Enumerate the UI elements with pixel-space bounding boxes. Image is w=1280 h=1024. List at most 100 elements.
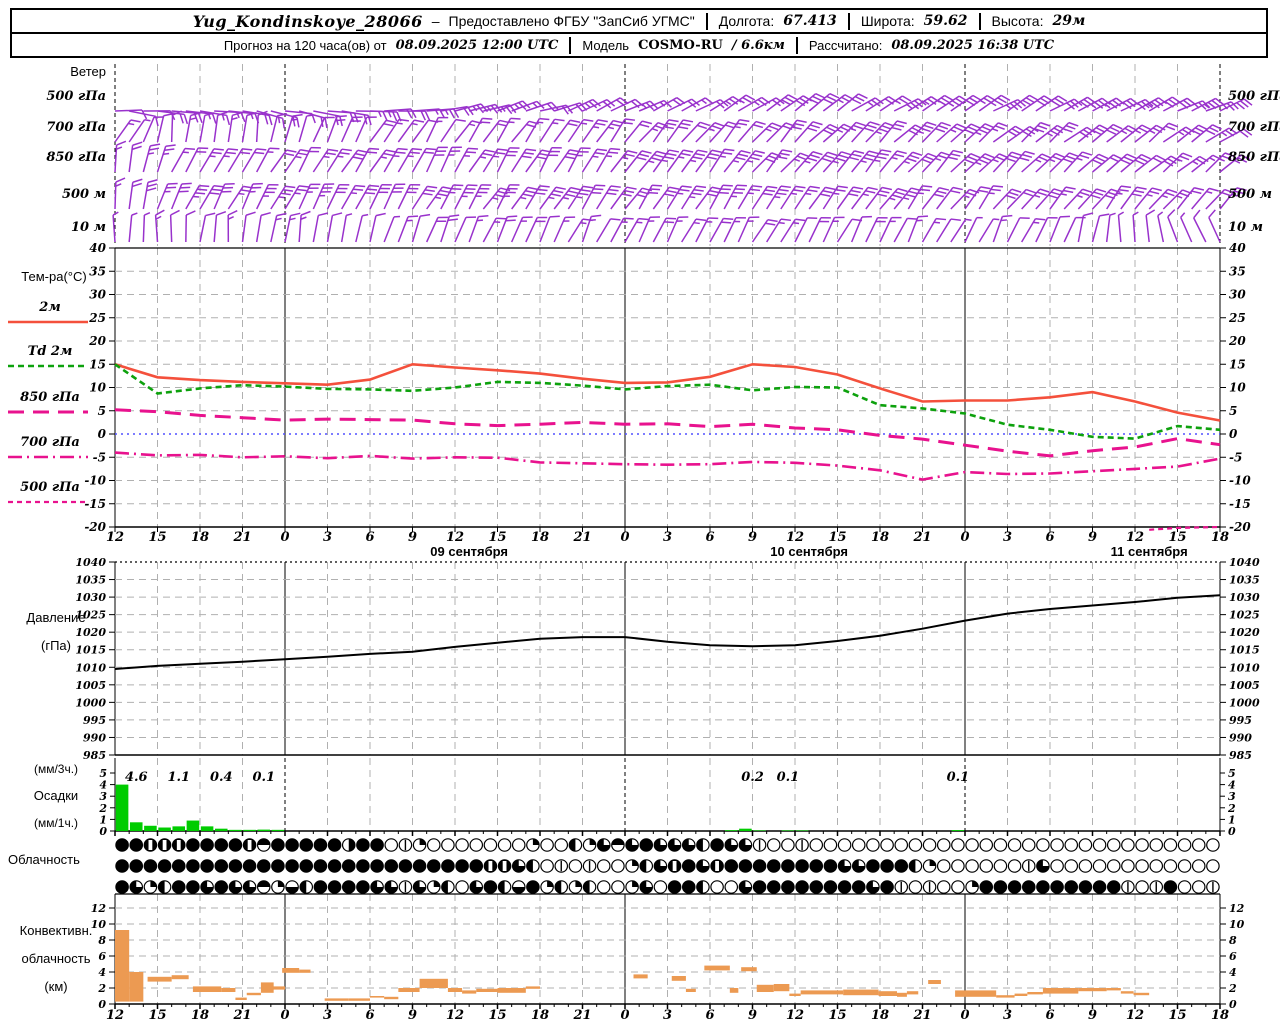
hour-label-bottom: 18 bbox=[191, 1008, 209, 1023]
provider-label: Предоставлено ФГБУ "ЗапСиб УГМС" bbox=[448, 13, 695, 29]
convective-ytick-right: 0 bbox=[1229, 998, 1237, 1011]
precip-panel-title: Осадки bbox=[33, 788, 79, 803]
temp-ytick-left: 20 bbox=[88, 334, 106, 348]
precip-ytick-right: 3 bbox=[1228, 790, 1236, 803]
temp-ytick-left: 35 bbox=[89, 264, 106, 278]
hour-label-mid: 12 bbox=[1126, 530, 1144, 545]
model-name: COSMO-RU bbox=[638, 37, 723, 53]
precip-ytick-right: 4 bbox=[1228, 779, 1236, 792]
temp-ytick-left: 10 bbox=[89, 381, 106, 395]
wind-level-700hpa-left: 700 гПа bbox=[46, 120, 106, 135]
wind-barbs bbox=[112, 92, 1253, 243]
hour-label-bottom: 3 bbox=[1003, 1008, 1012, 1023]
hour-label-mid: 9 bbox=[748, 530, 757, 545]
date-label: 09 сентября bbox=[430, 544, 508, 559]
wind-level-500hpa-right: 500 гПа bbox=[1228, 89, 1280, 104]
pressure-ytick-right: 1015 bbox=[1229, 644, 1260, 657]
pressure-ytick-left: 1005 bbox=[75, 679, 106, 692]
temp-ytick-right: 0 bbox=[1229, 427, 1238, 441]
hour-label-mid: 15 bbox=[148, 530, 166, 545]
wind-level-500m-left: 500 м bbox=[61, 187, 106, 202]
cloud-row-2 bbox=[115, 880, 1220, 894]
hour-label-mid: 0 bbox=[960, 530, 969, 545]
temperature-legend-samples bbox=[8, 320, 88, 504]
hour-label-mid: 0 bbox=[280, 530, 289, 545]
temp-ytick-left: 15 bbox=[89, 357, 106, 371]
precip-ytick-left: 5 bbox=[99, 767, 107, 780]
wind-barb-row-4 bbox=[112, 209, 1221, 243]
hour-label-bottom: 21 bbox=[572, 1008, 591, 1023]
hour-label-mid: 9 bbox=[1088, 530, 1097, 545]
convective-ytick-left: 4 bbox=[98, 966, 106, 979]
cloud-row-1 bbox=[115, 859, 1220, 873]
temp-ytick-right: 20 bbox=[1228, 334, 1246, 348]
legend-850hpa-label: 850 гПа bbox=[20, 390, 80, 405]
date-label: 11 сентября bbox=[1111, 544, 1188, 559]
date-label: 10 сентября bbox=[770, 544, 848, 559]
hour-label-bottom: 12 bbox=[1126, 1008, 1144, 1023]
hour-label-mid: 12 bbox=[106, 530, 124, 545]
hour-label-bottom: 9 bbox=[1088, 1008, 1097, 1023]
legend-t2m-label: 2м bbox=[39, 300, 61, 315]
wind-barb-row-0 bbox=[114, 92, 1253, 129]
wind-level-850hpa-left: 850 гПа bbox=[46, 150, 106, 165]
hour-label-mid: 3 bbox=[663, 530, 672, 545]
pressure-ytick-left: 1000 bbox=[75, 696, 106, 709]
pressure-ytick-left: 995 bbox=[83, 714, 106, 727]
precip-ytick-left: 1 bbox=[99, 813, 107, 826]
time-axis-labels: 12 12 15 15 18 18 21 21 0 0 3 3 6 6 9 9 12 12 15 15 18 18 21 21… bbox=[106, 530, 1229, 1023]
t500-line bbox=[1149, 525, 1221, 531]
pressure-ytick-right: 990 bbox=[1229, 731, 1252, 744]
hour-label-mid: 21 bbox=[572, 530, 591, 545]
dash: – bbox=[431, 13, 440, 29]
model-resolution: / 6.6км bbox=[731, 37, 785, 53]
pressure-ytick-left: 1015 bbox=[75, 644, 106, 657]
temp-ytick-left: 25 bbox=[88, 311, 106, 325]
pressure-ytick-right: 1035 bbox=[1229, 574, 1260, 587]
hour-label-mid: 18 bbox=[871, 530, 889, 545]
t700-line bbox=[114, 451, 1221, 481]
precip-3h-amount: 0.1 bbox=[947, 770, 970, 785]
hour-label-bottom: 3 bbox=[323, 1008, 332, 1023]
temp-ytick-left: 40 bbox=[89, 241, 106, 255]
pressure-panel-units: (гПа) bbox=[41, 638, 71, 653]
hour-label-bottom: 18 bbox=[1211, 1008, 1229, 1023]
legend-700hpa-label: 700 гПа bbox=[20, 435, 80, 450]
temp-ytick-left: -10 bbox=[84, 474, 106, 488]
separator bbox=[978, 12, 981, 30]
pressure-ytick-left: 1020 bbox=[75, 626, 106, 639]
hour-label-mid: 6 bbox=[365, 530, 374, 545]
temp-ytick-right: 10 bbox=[1229, 381, 1246, 395]
precip-3h-amount: 4.6 bbox=[125, 770, 148, 785]
temp-ytick-right: 35 bbox=[1229, 264, 1246, 278]
precip-3h-amount: 1.1 bbox=[167, 770, 190, 785]
hour-label-bottom: 12 bbox=[446, 1008, 464, 1023]
temp-ytick-left: -20 bbox=[84, 520, 106, 534]
run-time: 08.09.2025 12:00 UTC bbox=[395, 37, 559, 53]
convective-ytick-right: 10 bbox=[1229, 918, 1245, 931]
precip-axes: 5 54 43 32 21 10 0 bbox=[98, 767, 1236, 838]
pressure-axes: 1040 1040 1035 1035 1030 1030 1025 1025 1020 1020… bbox=[75, 556, 1260, 762]
pressure-ytick-left: 1030 bbox=[75, 591, 106, 604]
pressure-ytick-right: 985 bbox=[1229, 749, 1252, 762]
hour-label-bottom: 6 bbox=[365, 1008, 374, 1023]
wind-level-10m-right: 10 м bbox=[1228, 220, 1263, 235]
hour-label-mid: 0 bbox=[620, 530, 629, 545]
convective-ytick-left: 10 bbox=[91, 918, 107, 931]
convective-ytick-right: 8 bbox=[1229, 934, 1237, 947]
temp-ytick-left: 0 bbox=[98, 427, 107, 441]
convective-ytick-right: 12 bbox=[1229, 902, 1245, 915]
cloud-row-0 bbox=[115, 838, 1220, 852]
hour-label-mid: 15 bbox=[488, 530, 506, 545]
pressure-ytick-right: 1040 bbox=[1229, 556, 1260, 569]
wind-panel-title: Ветер bbox=[70, 64, 106, 79]
hour-label-bottom: 3 bbox=[663, 1008, 672, 1023]
convective-ytick-left: 6 bbox=[98, 950, 106, 963]
pressure-ytick-right: 1010 bbox=[1229, 661, 1260, 674]
hour-label-bottom: 0 bbox=[960, 1008, 969, 1023]
convective-axes: 12 12 10 10 8 8 6 6 4 4 2 2 0 0 bbox=[91, 893, 1245, 1011]
wind-barb-row-1 bbox=[114, 110, 1253, 143]
convective-title-2: облачность bbox=[21, 951, 91, 966]
hour-label-bottom: 15 bbox=[1168, 1008, 1186, 1023]
